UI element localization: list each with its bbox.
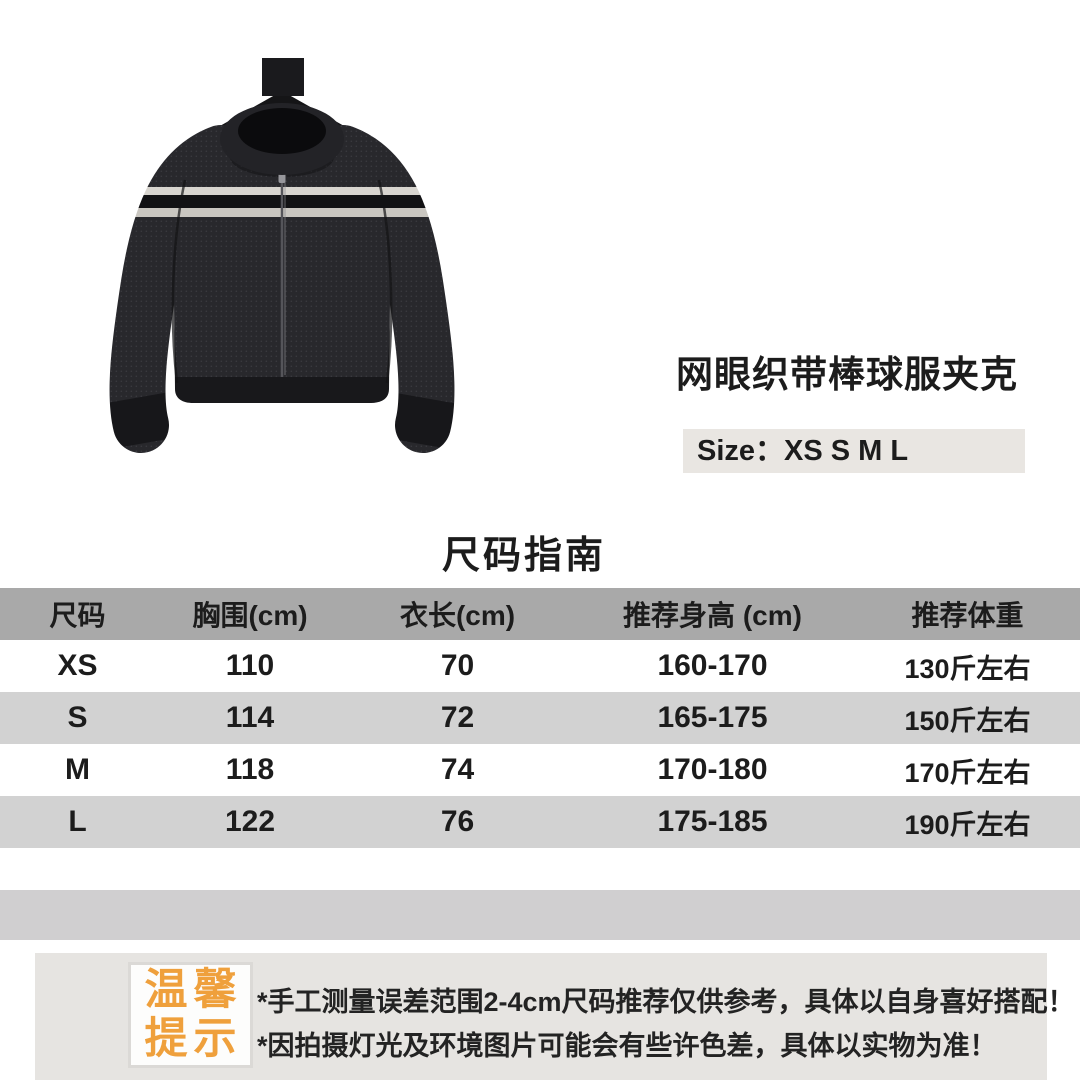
product-title: 网眼织带棒球服夹克 [676, 354, 1018, 395]
jacket-image [65, 45, 495, 460]
chest-cell: 114 [225, 701, 275, 734]
length-cell: 70 [440, 649, 475, 682]
size-table-header-row: 尺码 胸围(cm) 衣长(cm) 推荐身高 (cm) 推荐体重 [0, 588, 1080, 640]
header-cell-length: 衣长(cm) [399, 600, 516, 631]
size-cell: S [67, 701, 88, 734]
weight-cell: 150斤左右 [904, 705, 1031, 736]
header-cell-chest: 胸围(cm) [192, 600, 308, 631]
size-options-box: Size：XS S M L [683, 429, 1025, 473]
height-cell: 170-180 [657, 753, 768, 786]
notice-bar: 温馨 提示 *手工测量误差范围2-4cm尺码推荐仅供参考，具体以自身喜好搭配！ … [35, 953, 1075, 1080]
warm-tips-box: 温馨 提示 [128, 962, 253, 1068]
size-cell: L [68, 805, 87, 838]
weight-cell: 170斤左右 [904, 757, 1031, 788]
weight-cell: 130斤左右 [904, 653, 1031, 684]
size-guide-title: 尺码指南 [442, 535, 607, 577]
height-cell: 175-185 [657, 805, 768, 838]
left-sleeve-seam [171, 179, 187, 384]
table-row-m: M 118 74 170-180 170斤左右 [0, 744, 1080, 796]
divider-band [0, 890, 1080, 940]
size-cell: M [65, 753, 90, 786]
notice-line-2: *因拍摄灯光及环境图片可能会有些许色差，具体以实物为准！ [257, 1031, 997, 1062]
product-photo [65, 45, 495, 460]
warm-tips-line1: 温馨 [144, 966, 243, 1014]
length-cell: 72 [440, 701, 475, 734]
header-cell-size: 尺码 [49, 600, 106, 631]
warm-tips-line2: 提示 [144, 1015, 243, 1063]
chest-cell: 118 [225, 753, 275, 786]
header-cell-weight: 推荐体重 [911, 600, 1024, 631]
table-row-s: S 114 72 165-175 150斤左右 [0, 692, 1080, 744]
hanger-hook [262, 58, 304, 96]
height-cell: 165-175 [657, 701, 768, 734]
chest-cell: 122 [224, 805, 276, 838]
size-table: 尺码 胸围(cm) 衣长(cm) 推荐身高 (cm) 推荐体重 XS 110 7… [0, 588, 1080, 848]
notice-line-1: *手工测量误差范围2-4cm尺码推荐仅供参考，具体以自身喜好搭配！ [257, 987, 1075, 1017]
chest-cell: 110 [225, 649, 275, 682]
table-row-xs: XS 110 70 160-170 130斤左右 [0, 640, 1080, 692]
length-cell: 76 [440, 805, 475, 838]
notice-lines: *手工测量误差范围2-4cm尺码推荐仅供参考，具体以自身喜好搭配！ *因拍摄灯光… [257, 987, 1075, 1062]
right-sleeve-seam [377, 179, 393, 384]
header-cell-height: 推荐身高 (cm) [623, 600, 802, 631]
height-cell: 160-170 [657, 649, 768, 682]
size-cell: XS [57, 649, 98, 682]
length-cell: 74 [440, 753, 475, 786]
weight-cell: 190斤左右 [904, 809, 1031, 840]
table-row-l: L 122 76 175-185 190斤左右 [0, 796, 1080, 848]
